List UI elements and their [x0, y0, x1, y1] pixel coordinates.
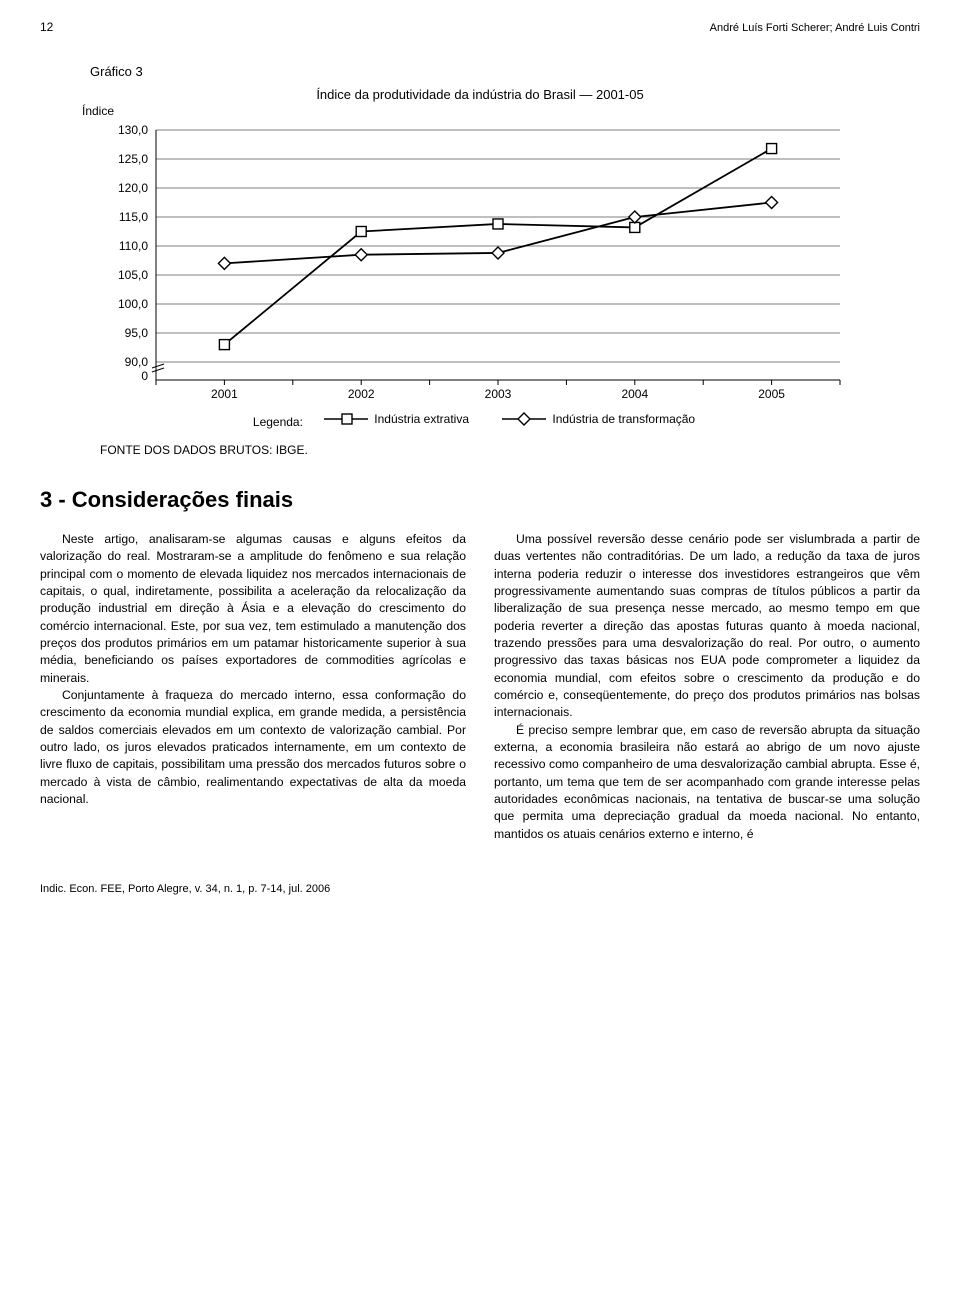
chart-legend: Legenda: Indústria extrativa Indústria d… [40, 412, 920, 429]
diamond-marker-icon [502, 412, 546, 426]
line-chart: 90,0 95,0 100,0 105,0 110,0 115,0 120,0 125,0 13… [100, 122, 860, 402]
chart-title: Índice da produtividade da indústria do … [40, 87, 920, 102]
svg-text:120,0: 120,0 [118, 181, 148, 195]
legend-text-extrativa: Indústria extrativa [374, 412, 469, 426]
chart-source: FONTE DOS DADOS BRUTOS: IBGE. [100, 443, 920, 457]
legend-item-transformacao: Indústria de transformação [496, 412, 695, 426]
svg-text:2005: 2005 [758, 387, 785, 401]
section-heading: 3 - Considerações finais [40, 487, 920, 513]
header-authors: André Luís Forti Scherer; André Luis Con… [710, 22, 920, 34]
page-number: 12 [40, 20, 53, 34]
chart-label: Gráfico 3 [90, 64, 920, 79]
body-columns: Neste artigo, analisaram-se algumas caus… [40, 531, 920, 843]
svg-text:125,0: 125,0 [118, 152, 148, 166]
col1-para2: Conjuntamente à fraqueza do mercado inte… [40, 687, 466, 808]
svg-text:90,0: 90,0 [125, 355, 149, 369]
svg-text:130,0: 130,0 [118, 123, 148, 137]
svg-text:110,0: 110,0 [119, 239, 148, 253]
col2-para1: Uma possível reversão desse cenário pode… [494, 531, 920, 722]
svg-text:2002: 2002 [348, 387, 375, 401]
legend-item-extrativa: Indústria extrativa [318, 412, 469, 426]
svg-text:2004: 2004 [621, 387, 648, 401]
square-marker-icon [324, 412, 368, 426]
chart-container: Índice 90,095,0100,0105,0110,0115,0120,0… [100, 122, 860, 402]
page-footer: Indic. Econ. FEE, Porto Alegre, v. 34, n… [40, 883, 920, 895]
legend-label: Legenda: [253, 415, 303, 429]
svg-text:100,0: 100,0 [118, 297, 148, 311]
y-axis-label: Índice [82, 104, 114, 118]
svg-text:115,0: 115,0 [119, 210, 148, 224]
col2-para2: É preciso sempre lembrar que, em caso de… [494, 722, 920, 843]
svg-text:2003: 2003 [485, 387, 512, 401]
svg-text:105,0: 105,0 [118, 268, 148, 282]
svg-text:2001: 2001 [211, 387, 238, 401]
svg-text:0: 0 [141, 369, 148, 383]
col1-para1: Neste artigo, analisaram-se algumas caus… [40, 531, 466, 687]
svg-text:95,0: 95,0 [125, 326, 149, 340]
page-header: 12 André Luís Forti Scherer; André Luis … [40, 20, 920, 34]
legend-text-transformacao: Indústria de transformação [552, 412, 695, 426]
